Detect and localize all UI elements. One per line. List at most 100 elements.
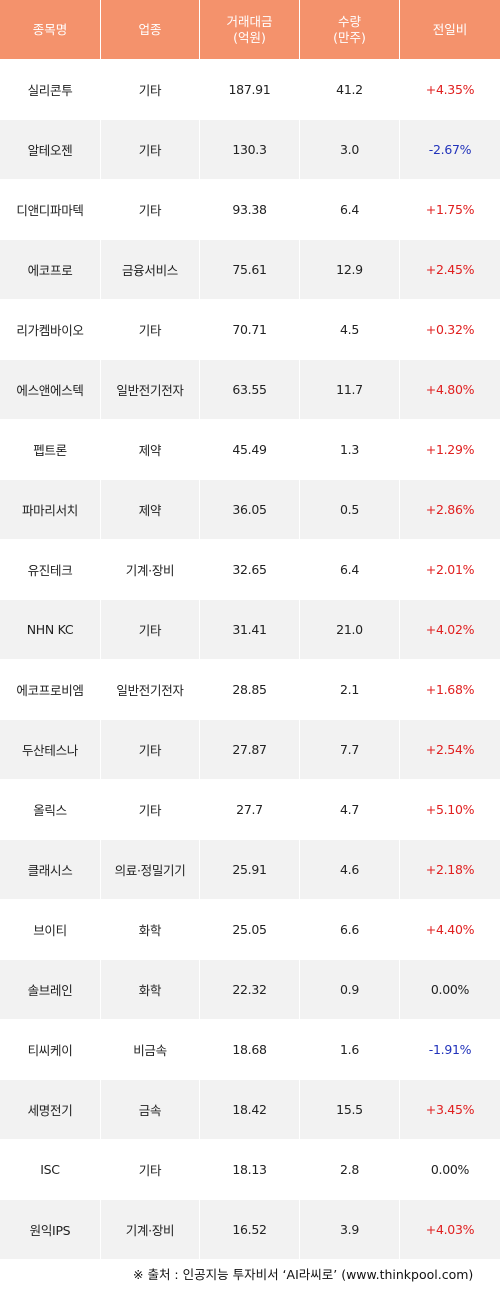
cell-sector: 기타 [101,120,200,179]
header-amount: 거래대금 (억원) [200,0,300,59]
cell-volume: 3.9 [300,1200,400,1259]
cell-sector: 제약 [101,480,200,539]
cell-sector: 일반전기전자 [101,360,200,419]
cell-name: 에코프로 [0,240,101,299]
table-row: 브이티 화학 25.05 6.6 +4.40% [0,900,500,960]
header-volume: 수량 (만주) [300,0,400,59]
table-row: 세명전기 금속 18.42 15.5 +3.45% [0,1080,500,1140]
cell-name: 티씨케이 [0,1020,101,1079]
cell-name: 알테오젠 [0,120,101,179]
cell-volume: 11.7 [300,360,400,419]
cell-volume: 15.5 [300,1080,400,1139]
cell-name: 올릭스 [0,780,101,839]
cell-sector: 기계·장비 [101,1200,200,1259]
header-name: 종목명 [0,0,101,59]
cell-amount: 36.05 [200,480,300,539]
cell-change: +2.01% [425,562,475,577]
cell-volume: 1.3 [300,420,400,479]
header-sector: 업종 [101,0,200,59]
cell-name: 에코프로비엠 [0,660,101,719]
table-header: 종목명 업종 거래대금 (억원) 수량 (만주) 전일비 [0,0,500,60]
table-row: 리가켐바이오 기타 70.71 4.5 +0.32% [0,300,500,360]
stock-table: 종목명 업종 거래대금 (억원) 수량 (만주) 전일비 실리콘투 기타 187.91 4… [0,0,500,1260]
cell-change: +4.35% [425,82,475,97]
cell-change: -1.91% [428,1042,472,1057]
table-row: 티씨케이 비금속 18.68 1.6 -1.91% [0,1020,500,1080]
cell-sector: 기타 [101,720,200,779]
table-row: 올릭스 기타 27.7 4.7 +5.10% [0,780,500,840]
cell-sector: 기타 [101,780,200,839]
cell-volume: 21.0 [300,600,400,659]
cell-amount: 75.61 [200,240,300,299]
cell-amount: 32.65 [200,540,300,599]
cell-name: NHN KC [0,600,101,659]
cell-amount: 130.3 [200,120,300,179]
cell-volume: 12.9 [300,240,400,299]
cell-sector: 금속 [101,1080,200,1139]
cell-volume: 4.6 [300,840,400,899]
table-row: 유진테크 기계·장비 32.65 6.4 +2.01% [0,540,500,600]
cell-change: +2.18% [425,862,475,877]
cell-change: +1.68% [425,682,475,697]
table-row: 에스앤에스텍 일반전기전자 63.55 11.7 +4.80% [0,360,500,420]
cell-volume: 0.9 [300,960,400,1019]
cell-change: -2.67% [428,142,472,157]
cell-amount: 70.71 [200,300,300,359]
table-row: 실리콘투 기타 187.91 41.2 +4.35% [0,60,500,120]
cell-change: +5.10% [425,802,475,817]
cell-change: +1.29% [425,442,475,457]
cell-amount: 25.91 [200,840,300,899]
cell-name: 리가켐바이오 [0,300,101,359]
cell-change: +4.80% [425,382,475,397]
cell-sector: 기타 [101,300,200,359]
cell-sector: 기타 [101,600,200,659]
cell-sector: 화학 [101,960,200,1019]
table-row: 에코프로비엠 일반전기전자 28.85 2.1 +1.68% [0,660,500,720]
cell-name: 솔브레인 [0,960,101,1019]
cell-sector: 제약 [101,420,200,479]
cell-change: +1.75% [425,202,475,217]
cell-sector: 의료·정밀기기 [101,840,200,899]
cell-name: ISC [0,1140,101,1199]
source-footer: ※ 출처 : 인공지능 투자비서 ‘AI라씨로’ (www.thinkpool.… [133,1266,474,1282]
cell-volume: 6.4 [300,540,400,599]
cell-name: 브이티 [0,900,101,959]
table-row: 펩트론 제약 45.49 1.3 +1.29% [0,420,500,480]
cell-change: 0.00% [430,1162,470,1177]
cell-amount: 28.85 [200,660,300,719]
cell-volume: 7.7 [300,720,400,779]
cell-volume: 4.7 [300,780,400,839]
cell-sector: 기타 [101,1140,200,1199]
table-row: NHN KC 기타 31.41 21.0 +4.02% [0,600,500,660]
cell-volume: 6.6 [300,900,400,959]
cell-change: +4.02% [425,622,475,637]
cell-change: 0.00% [430,982,470,997]
cell-amount: 93.38 [200,180,300,239]
cell-volume: 0.5 [300,480,400,539]
cell-sector: 일반전기전자 [101,660,200,719]
cell-name: 에스앤에스텍 [0,360,101,419]
table-row: 두산테스나 기타 27.87 7.7 +2.54% [0,720,500,780]
cell-amount: 63.55 [200,360,300,419]
cell-name: 파마리서치 [0,480,101,539]
cell-sector: 화학 [101,900,200,959]
cell-amount: 18.13 [200,1140,300,1199]
table-row: 에코프로 금융서비스 75.61 12.9 +2.45% [0,240,500,300]
table-row: 파마리서치 제약 36.05 0.5 +2.86% [0,480,500,540]
header-change: 전일비 [432,21,468,37]
cell-sector: 기계·장비 [101,540,200,599]
cell-name: 두산테스나 [0,720,101,779]
cell-change: +3.45% [425,1102,475,1117]
cell-amount: 45.49 [200,420,300,479]
cell-volume: 2.8 [300,1140,400,1199]
cell-amount: 27.7 [200,780,300,839]
cell-amount: 18.42 [200,1080,300,1139]
cell-name: 세명전기 [0,1080,101,1139]
cell-amount: 27.87 [200,720,300,779]
cell-change: +0.32% [425,322,475,337]
cell-amount: 25.05 [200,900,300,959]
table-row: 디앤디파마텍 기타 93.38 6.4 +1.75% [0,180,500,240]
cell-amount: 18.68 [200,1020,300,1079]
cell-volume: 3.0 [300,120,400,179]
cell-volume: 2.1 [300,660,400,719]
